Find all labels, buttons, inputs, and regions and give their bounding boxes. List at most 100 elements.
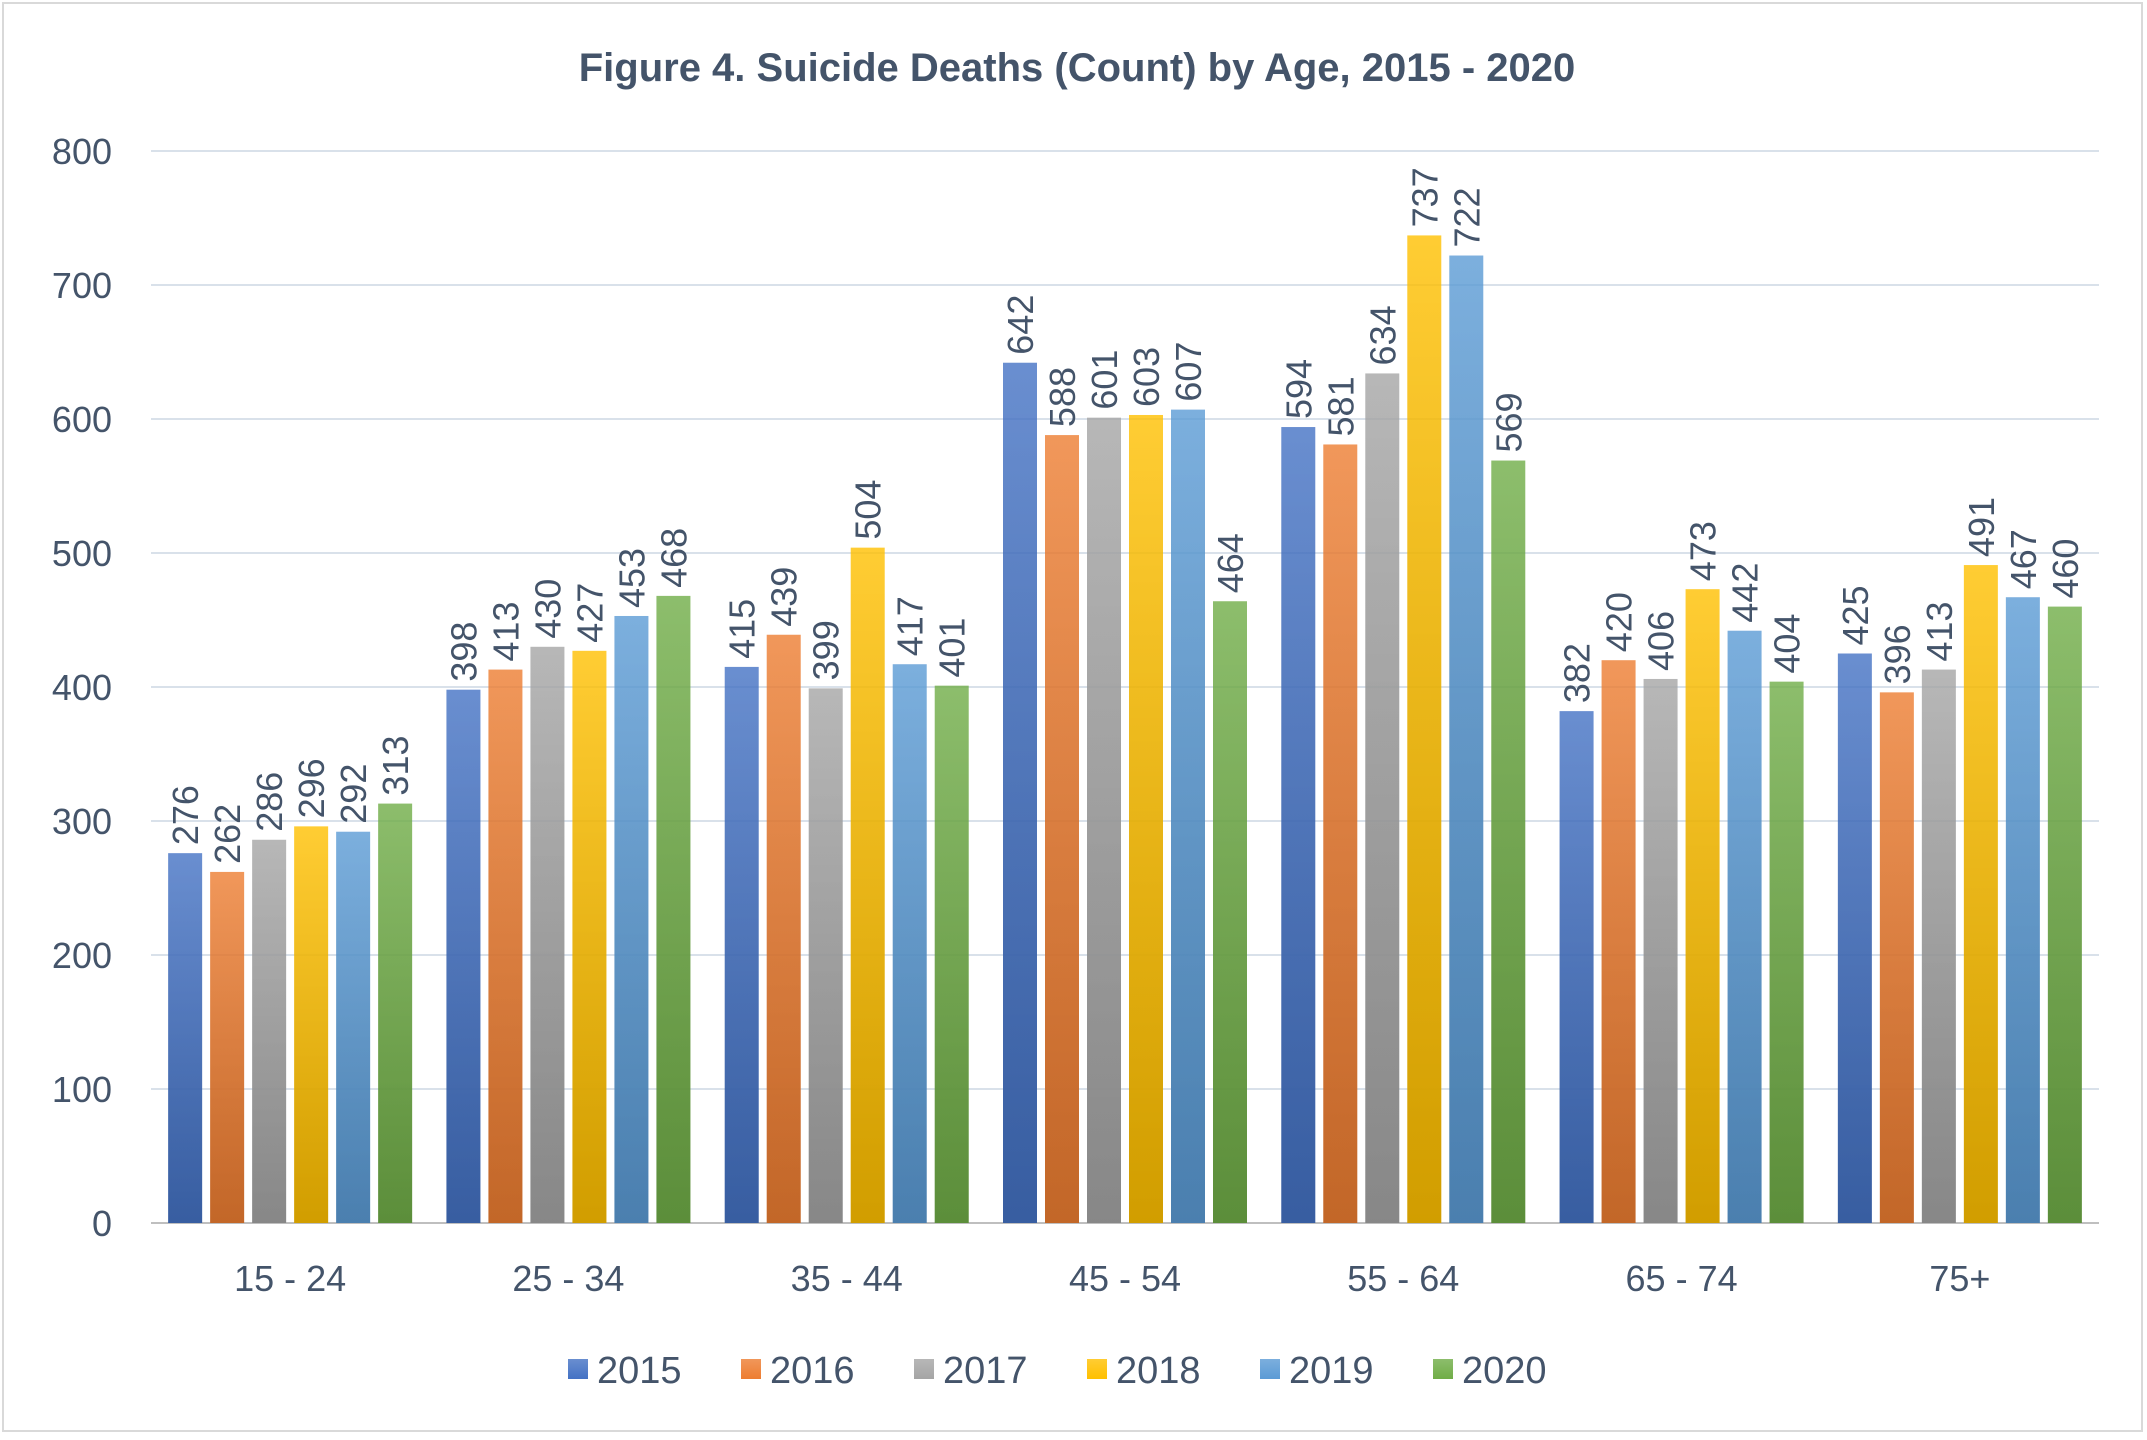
- y-axis: 0 100 200 300 400 500 600 700 800: [52, 131, 112, 1244]
- data-label: 460: [2045, 539, 2086, 599]
- bar-2015-15-24: [168, 853, 203, 1223]
- data-label: 468: [653, 528, 694, 588]
- data-label: 601: [1084, 350, 1125, 410]
- data-label: 607: [1168, 342, 1209, 402]
- bar-shade: [892, 664, 927, 1223]
- data-label: 430: [527, 579, 568, 639]
- legend-item-2019: 2019: [1260, 1350, 1374, 1392]
- bar-shade: [1129, 414, 1163, 1224]
- bar-shade: [1727, 630, 1762, 1223]
- bar-shade: [1491, 460, 1526, 1223]
- bar-2018-55-64: [1407, 235, 1442, 1224]
- bar-2020-15-24: [378, 803, 413, 1223]
- data-label: 594: [1278, 359, 1319, 419]
- data-label: 603: [1126, 347, 1167, 407]
- data-label: 406: [1641, 611, 1682, 671]
- bar-shade: [336, 831, 371, 1223]
- bar-2017-35-44: [808, 688, 843, 1223]
- bar-2017-45-54: [1087, 417, 1121, 1223]
- data-label: 588: [1042, 367, 1083, 427]
- legend-label: 2015: [597, 1350, 682, 1392]
- data-label: 413: [1919, 602, 1960, 662]
- bar-2017-75+: [1921, 669, 1956, 1223]
- bar-2018-45-54: [1129, 414, 1163, 1224]
- bar-2015-35-44: [724, 666, 759, 1223]
- legend-swatch: [1260, 1359, 1280, 1379]
- bar-shade: [1087, 417, 1121, 1223]
- data-label: 262: [207, 804, 248, 864]
- data-label: 473: [1683, 521, 1724, 581]
- legend-swatch: [1433, 1359, 1453, 1379]
- data-label: 382: [1557, 643, 1598, 703]
- bar-shade: [1601, 660, 1636, 1223]
- bar-2016-65-74: [1601, 660, 1636, 1223]
- bar-2019-45-54: [1171, 409, 1205, 1223]
- bar-2020-75+: [2047, 606, 2082, 1223]
- bar-shade: [1449, 255, 1484, 1223]
- bar-shade: [2047, 606, 2082, 1223]
- x-tick-label: 55 - 64: [1347, 1258, 1459, 1299]
- bar-2019-75+: [2005, 597, 2040, 1223]
- legend-label: 2016: [770, 1350, 855, 1392]
- x-tick-label: 75+: [1929, 1258, 1990, 1299]
- data-label: 417: [890, 596, 931, 656]
- data-label: 453: [611, 548, 652, 608]
- x-tick-label: 45 - 54: [1069, 1258, 1181, 1299]
- bar-2016-55-64: [1323, 444, 1358, 1224]
- bar-shade: [210, 871, 245, 1223]
- bar-2015-25-34: [446, 689, 481, 1223]
- bar-shade: [1963, 565, 1998, 1223]
- bar-shade: [1879, 692, 1914, 1223]
- bar-shade: [1559, 711, 1594, 1223]
- bar-shade: [2005, 597, 2040, 1223]
- data-label: 413: [485, 602, 526, 662]
- bar-2015-75+: [1837, 653, 1872, 1223]
- bar-shade: [1837, 653, 1872, 1223]
- legend-label: 2018: [1116, 1350, 1201, 1392]
- data-label: 396: [1877, 624, 1918, 684]
- bar-shade: [850, 547, 885, 1223]
- x-axis: 15 - 24 25 - 34 35 - 44 45 - 54 55 - 64 65 - …: [234, 1258, 1990, 1299]
- bar-2017-55-64: [1365, 373, 1400, 1223]
- bar-2018-75+: [1963, 565, 1998, 1223]
- y-tick-label: 500: [52, 533, 112, 574]
- bar-2020-45-54: [1213, 601, 1247, 1223]
- bars: [168, 235, 2082, 1224]
- bar-2018-65-74: [1685, 589, 1720, 1223]
- data-label: 276: [165, 785, 206, 845]
- bar-shade: [1003, 362, 1037, 1224]
- data-label: 292: [333, 764, 374, 824]
- y-tick-label: 100: [52, 1069, 112, 1110]
- x-tick-label: 65 - 74: [1626, 1258, 1738, 1299]
- data-label: 634: [1362, 305, 1403, 365]
- bar-2015-65-74: [1559, 711, 1594, 1223]
- bar-2019-35-44: [892, 664, 927, 1223]
- x-tick-label: 15 - 24: [234, 1258, 346, 1299]
- bar-2019-65-74: [1727, 630, 1762, 1223]
- bar-shade: [530, 646, 565, 1223]
- bar-2019-15-24: [336, 831, 371, 1223]
- data-label: 401: [932, 618, 973, 678]
- bar-2017-15-24: [252, 839, 287, 1223]
- bar-shade: [724, 666, 759, 1223]
- chart-title: Figure 4. Suicide Deaths (Count) by Age,…: [579, 46, 1576, 90]
- data-label: 439: [764, 567, 805, 627]
- data-label: 425: [1835, 585, 1876, 645]
- legend-label: 2017: [943, 1350, 1028, 1392]
- y-tick-label: 0: [92, 1203, 112, 1244]
- legend-item-2015: 2015: [568, 1350, 682, 1392]
- bar-2018-35-44: [850, 547, 885, 1223]
- bar-2018-15-24: [294, 826, 329, 1223]
- data-label: 415: [722, 599, 763, 659]
- data-label: 722: [1446, 187, 1487, 247]
- y-tick-label: 400: [52, 667, 112, 708]
- legend-item-2017: 2017: [914, 1350, 1028, 1392]
- data-label: 737: [1404, 167, 1445, 227]
- y-tick-label: 300: [52, 801, 112, 842]
- bar-2020-55-64: [1491, 460, 1526, 1223]
- data-label: 313: [375, 736, 416, 796]
- bar-shade: [614, 615, 649, 1223]
- bar-shade: [1323, 444, 1358, 1224]
- data-label: 581: [1320, 376, 1361, 436]
